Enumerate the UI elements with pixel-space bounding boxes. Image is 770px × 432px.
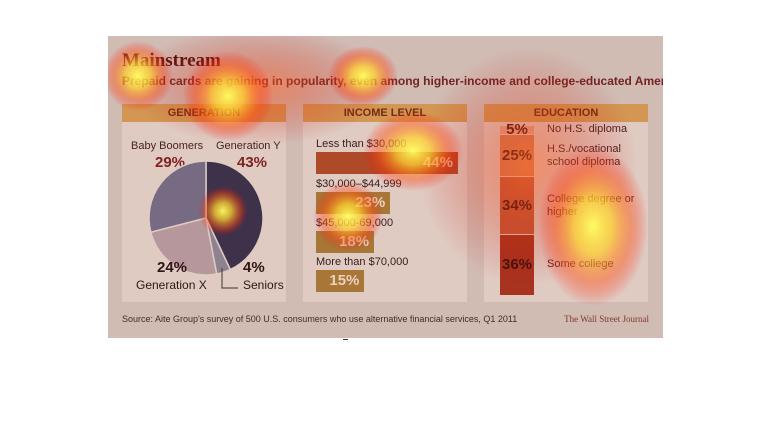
generation-panel: GENERATION Baby Boomers 29% Generation Y… [122,104,286,302]
income-value-2: 18% [339,233,370,250]
education-label-0: No H.S. diploma [547,123,628,136]
education-panel: EDUCATION 5% No H.S. diploma 25% H.S./vocat… [484,104,648,302]
pie-slice-baby-boomers [148,160,207,234]
income-value-0: 44% [422,154,453,171]
pie-label-generation-x: Generation X [136,278,207,292]
income-label-1: $30,000–$44,999 [316,178,402,190]
stray-mark [343,339,348,340]
income-label-2: $45,000-69,000 [316,217,394,229]
pie-value-generation-y: 43% [237,154,268,171]
pie-label-baby-boomers: Baby Boomers [131,140,204,152]
chart-title: Mainstream [122,50,221,71]
education-value-1: 25% [501,146,533,164]
pie-label-generation-y: Generation Y [216,140,281,152]
income-value-3: 15% [329,272,360,289]
education-label-1: H.S./vocational school diploma [547,142,621,168]
education-value-3: 36% [501,256,533,274]
education-label-3: Some college [547,258,614,271]
income-panel: INCOME LEVEL Less than $30,000 44% $30,000… [303,104,467,302]
generation-header: GENERATION [122,104,286,122]
income-bar-1: 23% [316,192,391,214]
income-label-3: More than $70,000 [316,256,409,268]
pie-value-generation-x: 24% [157,259,188,276]
income-label-0: Less than $30,000 [316,138,407,150]
income-bar-0: 44% [316,152,458,174]
income-bar-3: 15% [316,270,365,292]
pie-value-baby-boomers: 29% [155,154,186,171]
education-label-2: College degree or higher [547,192,635,218]
pie-label-seniors: Seniors [243,278,284,292]
income-header: INCOME LEVEL [303,104,467,122]
publisher-credit: The Wall Street Journal [564,314,649,324]
education-header: EDUCATION [484,104,648,122]
pie-value-seniors: 4% [243,259,265,276]
chart-subtitle: Prepaid cards are gaining in popularity,… [122,74,663,88]
seniors-leader-line [221,268,238,289]
income-value-1: 23% [355,194,386,211]
education-value-2: 34% [501,196,533,214]
chart-card: Mainstream Prepaid cards are gaining in … [108,36,663,338]
income-bar-2: 18% [316,231,375,253]
source-note: Source: Aite Group's survey of 500 U.S. … [122,314,518,324]
